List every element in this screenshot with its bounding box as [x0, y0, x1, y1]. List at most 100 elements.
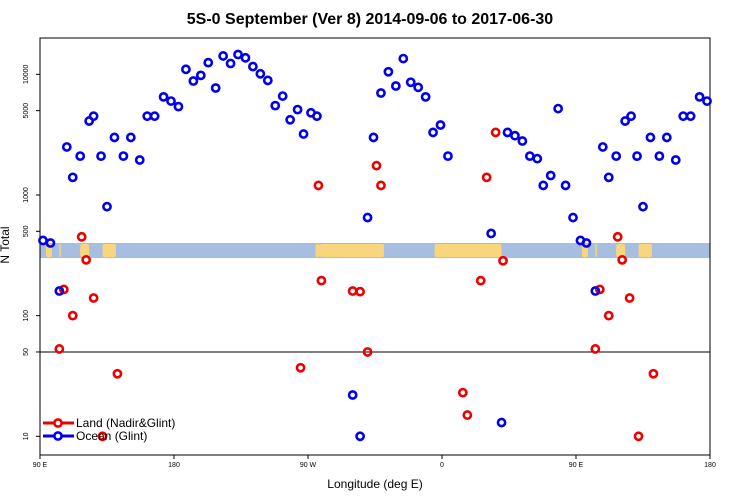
series-1-point-31 [270, 100, 281, 111]
series-1-point-11 [118, 151, 129, 162]
series-1-point-63 [568, 212, 578, 223]
y-tick-label-3: 500 [23, 225, 30, 237]
series-0-point-13 [362, 347, 373, 357]
series-0-point-8 [295, 362, 306, 373]
chart-title: 5S-0 September (Ver 8) 2014-09-06 to 201… [187, 11, 554, 28]
map-land-5 [319, 244, 359, 258]
legend-marker-0 [53, 418, 63, 428]
series-1-point-10 [109, 132, 120, 143]
x-axis-label: Longitude (deg E) [327, 477, 422, 491]
series-1-point-69 [611, 151, 622, 162]
series-1-point-75 [654, 151, 665, 162]
series-1-point-12 [125, 132, 136, 143]
series-1-point-79 [685, 111, 696, 122]
series-0-point-9 [313, 180, 324, 191]
series-0-point-12 [355, 286, 366, 297]
legend-label-0: Land (Nadir&Glint) [76, 416, 175, 430]
series-1-point-27 [240, 52, 251, 63]
series-0-point-3 [76, 231, 87, 242]
series-1-point-13 [134, 155, 145, 165]
x-tick-label-1: 180 [168, 462, 180, 469]
series-1-point-9 [102, 201, 112, 212]
series-0-point-29 [648, 368, 659, 379]
x-tick-label-5: 180 [704, 462, 716, 469]
series-1-point-28 [248, 61, 258, 72]
map-land-12 [595, 244, 597, 258]
series-1-point-67 [597, 142, 608, 152]
series-0-point-7 [112, 368, 123, 379]
series-1-point-29 [255, 68, 266, 79]
data-points [38, 49, 712, 442]
series-1-point-48 [420, 91, 431, 102]
y-tick-label-4: 1000 [23, 187, 30, 203]
y-axis: 10 50 100 500 1000 5000 10000 [23, 64, 40, 440]
x-axis: 90 E 180 90 W 0 90 E 180 [33, 455, 716, 469]
series-1-point-49 [428, 127, 438, 138]
series-1-point-23 [210, 83, 221, 93]
x-tick-label-4: 90 E [569, 462, 584, 469]
legend-label-1: Ocean (Glint) [76, 429, 147, 443]
series-0-point-16 [457, 387, 468, 398]
legend: Land (Nadir&Glint)Ocean (Glint) [43, 416, 175, 443]
series-1-point-77 [670, 155, 681, 165]
series-0-point-28 [633, 431, 644, 442]
series-1-point-71 [626, 111, 636, 122]
series-1-point-15 [149, 111, 160, 122]
series-1-point-66 [590, 286, 601, 296]
series-1-point-72 [632, 151, 642, 162]
legend-marker-1 [53, 431, 63, 441]
series-1-point-76 [661, 132, 672, 143]
series-1-point-43 [383, 66, 394, 77]
series-1-point-19 [181, 64, 191, 75]
series-0-point-20 [490, 127, 501, 138]
y-tick-label-6: 10000 [23, 64, 30, 84]
series-1-point-22 [203, 57, 214, 68]
series-1-point-20 [188, 76, 199, 86]
series-1-point-53 [496, 417, 507, 428]
series-1-point-3 [61, 142, 72, 152]
series-1-point-45 [398, 53, 409, 64]
map-land-4 [315, 244, 320, 258]
map-land-13 [616, 244, 626, 258]
map-land-2 [80, 244, 90, 258]
series-1-point-60 [545, 170, 556, 181]
series-1-point-73 [638, 201, 648, 212]
series-1-point-44 [390, 81, 401, 91]
series-1-point-24 [218, 51, 229, 61]
series-1-point-30 [262, 75, 273, 86]
series-0-point-4 [81, 254, 92, 265]
x-tick-label-3: 0 [440, 462, 444, 469]
series-1-point-32 [277, 91, 288, 101]
series-1-point-74 [645, 132, 656, 143]
series-0-point-0 [54, 344, 65, 354]
series-1-point-51 [443, 151, 453, 162]
series-1-point-34 [292, 104, 303, 115]
series-1-point-26 [233, 49, 243, 60]
series-1-point-47 [413, 82, 424, 93]
series-1-point-54 [502, 127, 513, 138]
series-0-point-17 [462, 410, 473, 420]
series-1-point-16 [158, 91, 169, 102]
series-1-point-42 [376, 88, 386, 98]
series-1-point-58 [532, 153, 543, 164]
series-1-point-21 [195, 70, 206, 81]
y-tick-label-2: 100 [23, 310, 30, 322]
series-1-point-40 [362, 212, 373, 223]
series-1-point-61 [553, 103, 564, 114]
series-1-point-38 [347, 390, 358, 400]
series-1-point-33 [285, 114, 296, 125]
series-1-point-7 [88, 111, 99, 122]
series-1-point-17 [166, 96, 176, 106]
series-1-point-65 [581, 238, 592, 248]
series-0-point-10 [316, 275, 327, 286]
series-1-point-56 [517, 136, 528, 146]
map-land-6 [351, 244, 384, 258]
series-0 [54, 127, 659, 442]
series-1-point-46 [405, 77, 416, 88]
x-tick-label-0: 90 E [33, 462, 48, 469]
series-1 [38, 49, 712, 442]
series-0-point-15 [376, 180, 386, 191]
series-1-point-62 [560, 180, 571, 191]
series-0-point-24 [603, 310, 614, 321]
series-1-point-18 [173, 101, 184, 112]
